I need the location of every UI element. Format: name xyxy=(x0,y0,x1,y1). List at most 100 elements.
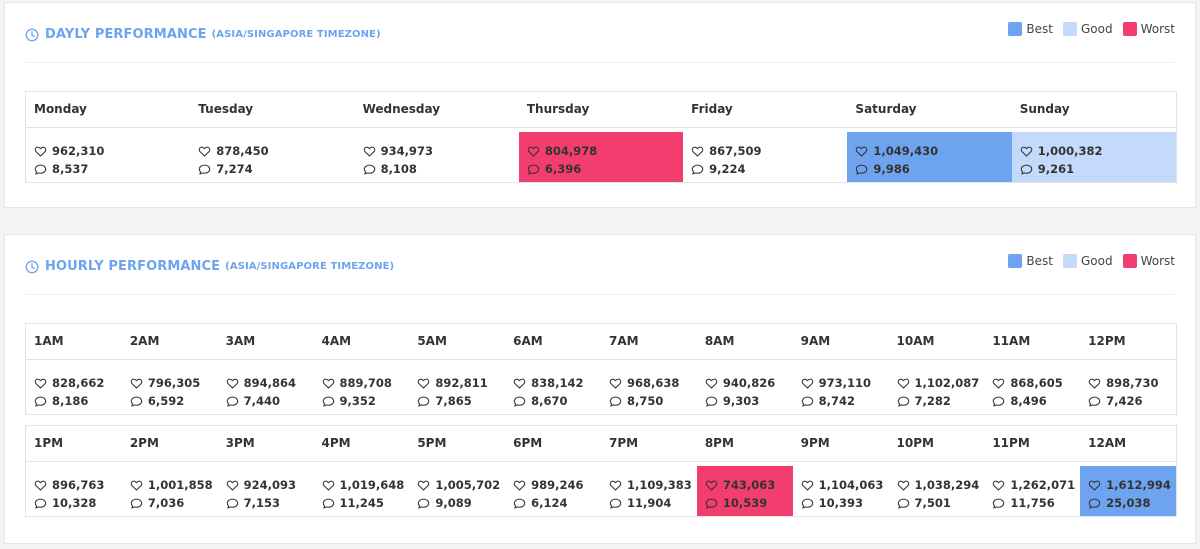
hour-header: 1PM xyxy=(26,426,122,462)
heart-icon xyxy=(363,145,376,158)
legend-worst-label: Worst xyxy=(1140,22,1175,36)
heart-icon xyxy=(897,377,910,390)
comments-count: 6,396 xyxy=(544,162,582,176)
day-cell: 867,509 9,224 xyxy=(683,132,847,182)
comments-count: 8,750 xyxy=(627,394,664,408)
heart-icon xyxy=(801,377,814,390)
hour-header: 7PM xyxy=(601,426,697,462)
likes-count: 828,662 xyxy=(52,376,105,390)
likes-count: 973,110 xyxy=(818,376,872,390)
comment-icon xyxy=(609,395,622,408)
heart-icon xyxy=(705,377,718,390)
likes-count: 1,001,858 xyxy=(147,478,213,492)
comment-icon xyxy=(527,163,540,176)
comment-icon xyxy=(1088,395,1101,408)
day-cell: 1,000,382 9,261 xyxy=(1011,132,1176,182)
heart-icon xyxy=(897,479,910,492)
heart-icon xyxy=(130,479,143,492)
comment-icon xyxy=(897,497,910,510)
comment-icon xyxy=(417,497,430,510)
clock-icon xyxy=(25,28,39,42)
comment-icon xyxy=(705,395,718,408)
comments-count: 7,036 xyxy=(147,496,185,510)
comments-count: 10,539 xyxy=(722,496,768,510)
hour-header: 11AM xyxy=(984,324,1081,360)
hour-header: 4AM xyxy=(313,324,410,360)
likes-count: 934,973 xyxy=(380,144,433,158)
heart-icon xyxy=(992,377,1005,390)
hour-header: 11PM xyxy=(984,426,1081,462)
comments-count: 6,124 xyxy=(531,496,568,510)
likes-count: 894,864 xyxy=(243,376,297,390)
heart-icon xyxy=(34,479,47,492)
likes-count: 838,142 xyxy=(531,376,584,390)
legend-best: Best xyxy=(1008,22,1053,36)
comments-count: 9,089 xyxy=(435,496,472,510)
heart-icon xyxy=(34,377,47,390)
comment-icon xyxy=(34,497,47,510)
day-header: Tuesday xyxy=(190,92,355,128)
likes-count: 1,104,063 xyxy=(818,478,884,492)
likes-count: 1,262,071 xyxy=(1010,478,1076,492)
likes-count: 1,038,294 xyxy=(914,478,980,492)
heart-icon xyxy=(226,479,239,492)
comments-count: 8,108 xyxy=(380,162,417,176)
comments-count: 11,904 xyxy=(627,496,672,510)
daily-performance-panel: DAYLY PERFORMANCE (ASIA/SINGAPORE TIMEZO… xyxy=(4,2,1196,208)
hour-cell: 973,110 8,742 xyxy=(793,364,889,414)
heart-icon xyxy=(198,145,211,158)
hour-cell: 1,612,994 25,038 xyxy=(1080,466,1176,516)
legend-worst: Worst xyxy=(1122,22,1175,36)
likes-count: 896,763 xyxy=(52,478,105,492)
heart-icon xyxy=(609,479,622,492)
hour-cell: 1,109,383 11,904 xyxy=(601,466,697,516)
hour-header: 2PM xyxy=(121,426,218,462)
likes-count: 1,109,383 xyxy=(627,478,692,492)
comment-icon xyxy=(322,395,335,408)
heart-icon xyxy=(691,145,704,158)
day-cell: 934,973 8,108 xyxy=(355,132,519,182)
comments-count: 9,261 xyxy=(1037,162,1075,176)
comment-icon xyxy=(897,395,910,408)
comments-count: 7,865 xyxy=(435,394,472,408)
day-header: Saturday xyxy=(847,92,1012,128)
hourly-legend: Best Good Worst xyxy=(1008,254,1175,268)
hour-cell: 1,005,702 9,089 xyxy=(409,466,505,516)
comment-icon xyxy=(130,497,143,510)
comments-count: 25,038 xyxy=(1106,496,1151,510)
hour-cell: 743,063 10,539 xyxy=(696,466,793,516)
hour-cell: 968,638 8,750 xyxy=(601,364,697,414)
heart-icon xyxy=(801,479,814,492)
hour-cell: 894,864 7,440 xyxy=(218,364,314,414)
comment-icon xyxy=(609,497,622,510)
comments-count: 9,303 xyxy=(722,394,760,408)
heart-icon xyxy=(527,145,540,158)
comment-icon xyxy=(226,497,239,510)
daily-legend: Best Good Worst xyxy=(1008,22,1175,36)
clock-icon xyxy=(25,260,39,274)
day-header: Wednesday xyxy=(354,92,519,128)
likes-count: 1,005,702 xyxy=(435,478,501,492)
likes-count: 796,305 xyxy=(147,376,201,390)
heart-icon xyxy=(1020,145,1033,158)
day-cell: 962,310 8,537 xyxy=(26,132,190,182)
day-header: Friday xyxy=(683,92,848,128)
hour-cell: 1,001,858 7,036 xyxy=(122,466,218,516)
likes-count: 1,612,994 xyxy=(1106,478,1171,492)
comment-icon xyxy=(130,395,143,408)
heart-icon xyxy=(705,479,718,492)
legend-worst-label: Worst xyxy=(1140,254,1175,268)
hour-header: 8PM xyxy=(696,426,793,462)
comments-count: 7,426 xyxy=(1106,394,1143,408)
hour-header: 9AM xyxy=(792,324,889,360)
day-header: Sunday xyxy=(1011,92,1176,128)
daily-timezone-text: (ASIA/SINGAPORE TIMEZONE) xyxy=(211,29,381,40)
heart-icon xyxy=(34,145,47,158)
hour-cell: 989,246 6,124 xyxy=(505,466,601,516)
comments-count: 8,742 xyxy=(818,394,856,408)
hour-header: 5AM xyxy=(409,324,506,360)
likes-count: 924,093 xyxy=(243,478,297,492)
hourly-panel-header: HOURLY PERFORMANCE (ASIA/SINGAPORE TIMEZ… xyxy=(25,235,1175,295)
legend-good-label: Good xyxy=(1080,22,1113,36)
hour-cell: 889,708 9,352 xyxy=(314,364,410,414)
